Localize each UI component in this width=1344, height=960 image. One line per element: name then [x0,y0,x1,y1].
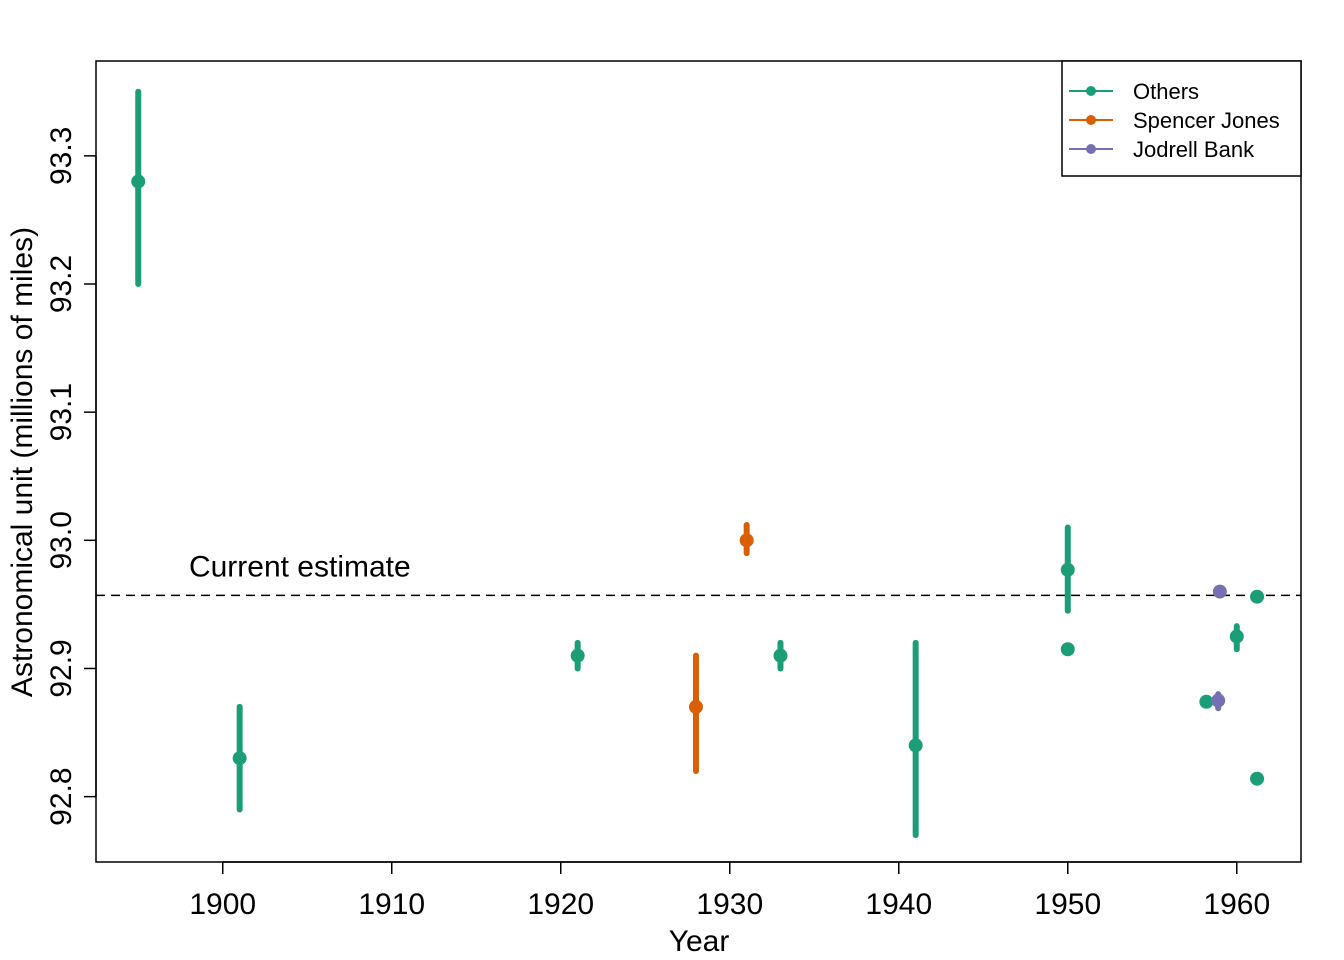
y-tick-label: 93.1 [45,383,78,441]
legend-label: Spencer Jones [1133,108,1280,133]
legend-label: Jodrell Bank [1133,137,1255,162]
data-point [1211,693,1226,708]
data-point [1199,694,1214,709]
legend: Others Spencer Jones Jodrell Bank [1061,60,1302,177]
y-tick-label: 92.9 [45,639,78,697]
legend-marker [1086,144,1096,154]
data-point [773,648,788,663]
data-point [1250,589,1265,604]
x-tick-label: 1900 [189,888,256,921]
x-tick-label: 1940 [865,888,932,921]
x-tick-label: 1910 [358,888,425,921]
legend-label: Others [1133,79,1199,104]
y-axis-title: Astronomical unit (millions of miles) [6,227,39,697]
data-point [1229,629,1244,644]
data-point [570,648,585,663]
x-axis-title: Year [669,925,730,958]
legend-marker [1086,115,1096,125]
data-point [688,699,703,714]
series-spencer-jones [688,521,754,775]
x-tick-label: 1960 [1203,888,1270,921]
data-point [1060,642,1075,657]
data-point [131,174,146,189]
data-point [1060,562,1075,577]
data-point [1250,771,1265,786]
data-point [232,751,247,766]
x-tick-label: 1930 [696,888,763,921]
series-jodrell-bank [1211,584,1227,712]
y-tick-label: 93.3 [45,127,78,185]
data-point [908,738,923,753]
x-axis: 1900 1910 1920 1930 1940 1950 1960 [189,861,1270,921]
legend-marker [1086,86,1096,96]
series-others [131,88,1265,839]
y-tick-label: 93.2 [45,255,78,313]
current-estimate-label: Current estimate [189,550,411,583]
data-point [1212,584,1227,599]
legend-box [1061,60,1302,177]
y-axis: 92.8 92.9 93.0 93.1 93.2 93.3 [45,127,97,826]
data-point [739,533,754,548]
y-tick-label: 93.0 [45,511,78,569]
y-tick-label: 92.8 [45,767,78,825]
data-marks [131,88,1265,839]
x-tick-label: 1920 [527,888,594,921]
x-tick-label: 1950 [1034,888,1101,921]
